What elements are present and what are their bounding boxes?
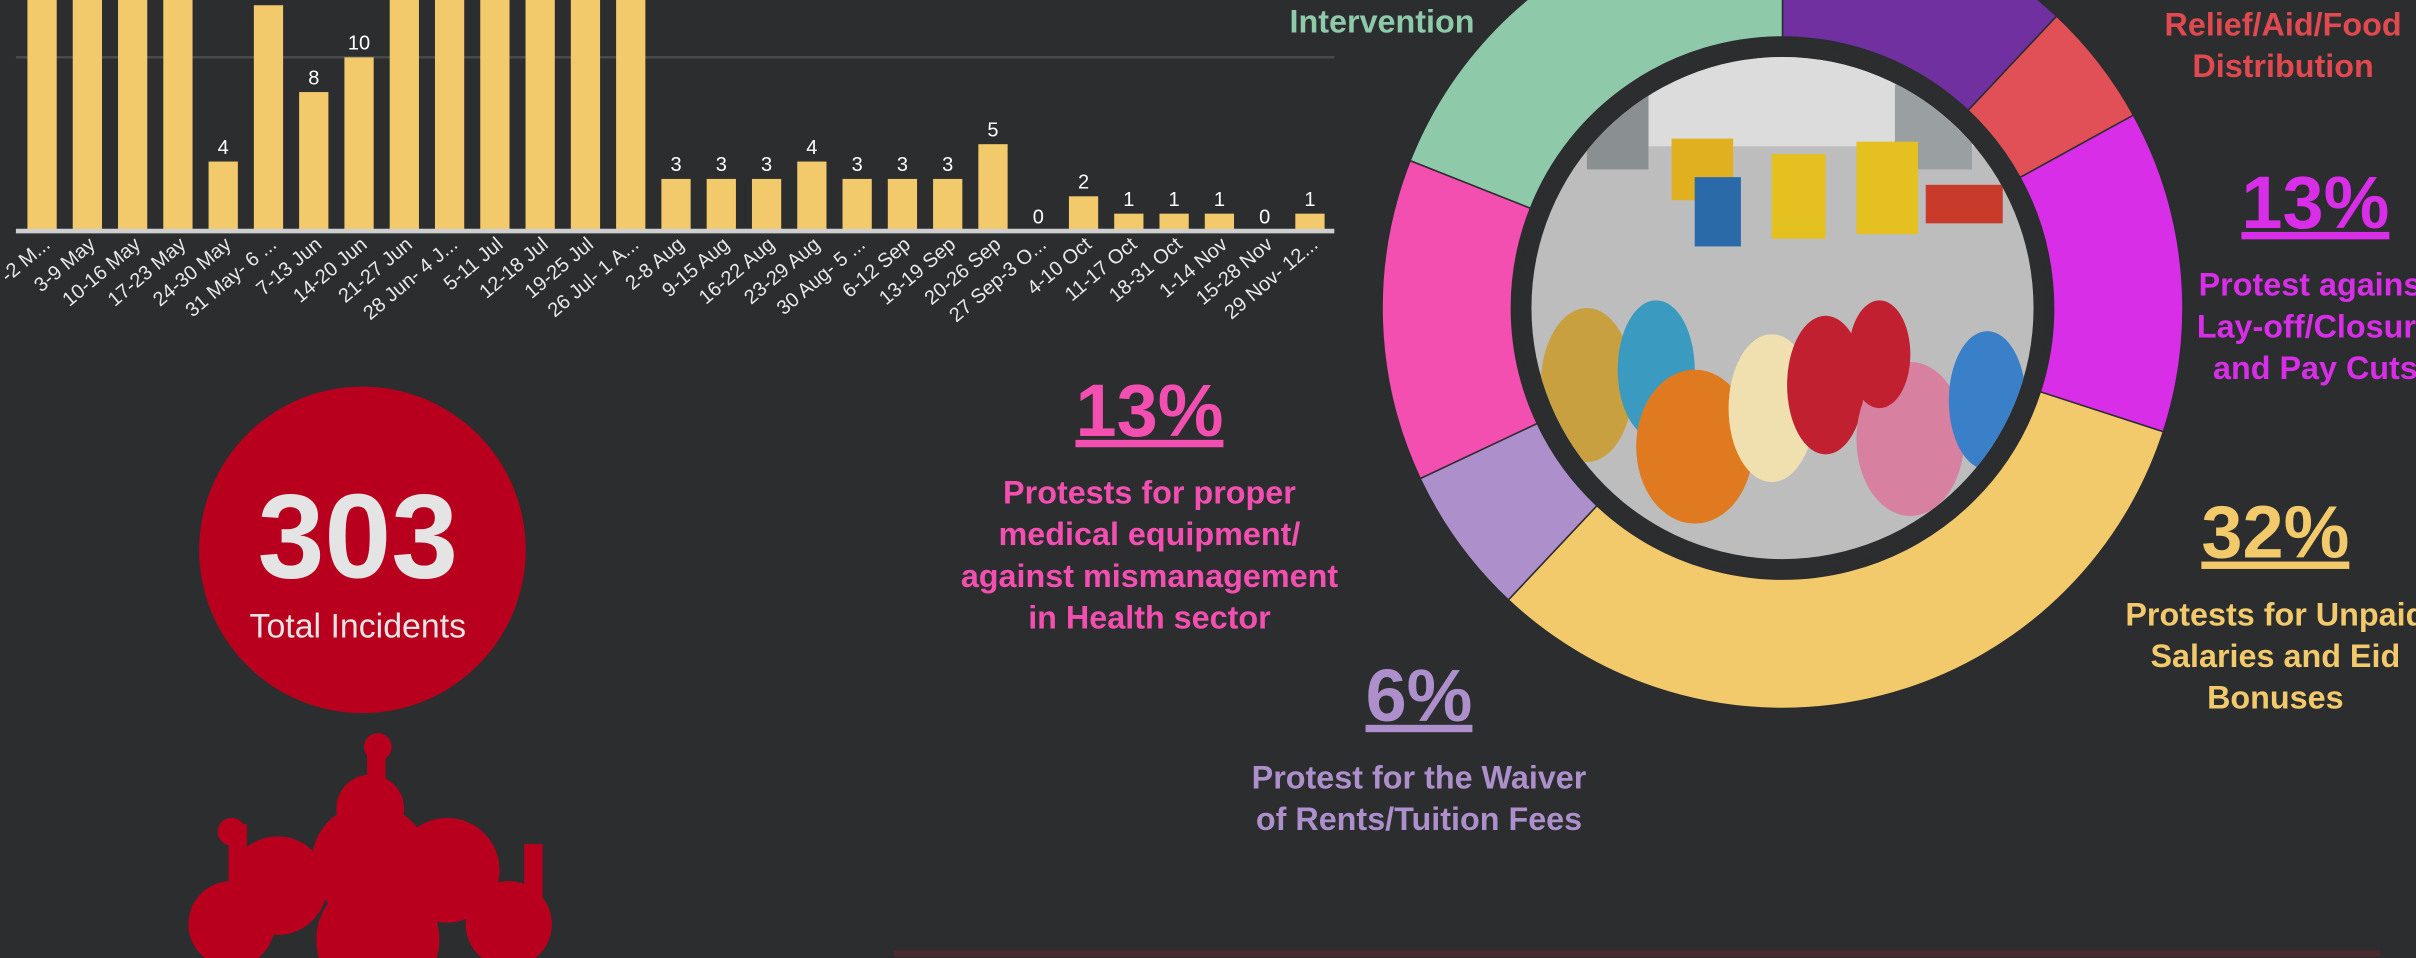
slice-label: of Rents/Tuition Fees bbox=[1256, 801, 1582, 837]
bar bbox=[797, 162, 826, 231]
data-label: 1 bbox=[1304, 189, 1315, 211]
bar bbox=[1069, 196, 1098, 231]
bar bbox=[390, 0, 419, 231]
slice-label: and Pay Cuts bbox=[2213, 350, 2416, 386]
donut-slice bbox=[1382, 161, 1537, 479]
bar bbox=[571, 0, 600, 231]
bar bbox=[27, 0, 56, 231]
slice-label: Protest for the Waiver bbox=[1252, 760, 1587, 796]
bar bbox=[118, 0, 147, 231]
bar bbox=[435, 0, 464, 231]
slice-label: Intervention bbox=[1290, 3, 1475, 39]
slice-label: Salaries and Eid bbox=[2150, 638, 2400, 674]
stat-value: 303 bbox=[258, 470, 458, 604]
slice-percent: 6% bbox=[1366, 654, 1473, 737]
stat-label: Total Incidents bbox=[250, 608, 467, 646]
data-label: 4 bbox=[806, 137, 817, 159]
data-label: 3 bbox=[942, 154, 953, 176]
slice-label: Distribution bbox=[2192, 48, 2373, 84]
infographic: 20-2 M...203-9 May2010-16 May2017-23 May… bbox=[0, 0, 2416, 958]
bar bbox=[888, 179, 917, 231]
data-label: 13 bbox=[257, 0, 279, 3]
bar bbox=[843, 179, 872, 231]
bar bbox=[254, 5, 283, 231]
bar bbox=[1205, 214, 1234, 231]
bar bbox=[978, 144, 1007, 231]
bar bbox=[526, 0, 555, 231]
slice-label: medical equipment/ bbox=[999, 516, 1301, 552]
data-label: 4 bbox=[218, 137, 229, 159]
slice-percent: 32% bbox=[2201, 491, 2349, 574]
slice-label: Protests for Unpaid bbox=[2125, 596, 2416, 632]
bar bbox=[1114, 214, 1143, 231]
bar bbox=[933, 179, 962, 231]
protest-icon bbox=[188, 733, 551, 958]
bar bbox=[1295, 214, 1324, 231]
slice-label: Relief/Aid/Food bbox=[2165, 6, 2402, 42]
bar bbox=[163, 0, 192, 231]
bar bbox=[661, 179, 690, 231]
slice-label: Protests for proper bbox=[1003, 475, 1296, 511]
slice-percent: 13% bbox=[2241, 161, 2389, 244]
bar bbox=[616, 0, 645, 231]
slice-percent: 13% bbox=[1076, 369, 1224, 452]
data-label: 5 bbox=[987, 119, 998, 141]
data-label: 1 bbox=[1214, 189, 1225, 211]
data-label: 1 bbox=[1169, 189, 1180, 211]
bar bbox=[752, 179, 781, 231]
data-label: 0 bbox=[1259, 206, 1270, 228]
slice-label: Lay-off/Closure bbox=[2197, 308, 2416, 344]
bar bbox=[73, 0, 102, 231]
slice-label: Bonuses bbox=[2207, 679, 2344, 715]
bar bbox=[209, 162, 238, 231]
data-label: 10 bbox=[348, 33, 370, 55]
bar bbox=[299, 92, 328, 231]
data-label: 3 bbox=[761, 154, 772, 176]
bar bbox=[480, 0, 509, 231]
data-label: 2 bbox=[1078, 172, 1089, 194]
data-label: 3 bbox=[852, 154, 863, 176]
bar bbox=[707, 179, 736, 231]
data-label: 3 bbox=[716, 154, 727, 176]
slice-label: in Health sector bbox=[1028, 599, 1271, 635]
bar bbox=[1159, 214, 1188, 231]
slice-label: Protest against bbox=[2199, 267, 2416, 303]
page: {"chart_data": [ {"type": "bar", "catego… bbox=[0, 0, 2416, 958]
data-label: 1 bbox=[1123, 189, 1134, 211]
data-label: 8 bbox=[308, 67, 319, 89]
data-label: 0 bbox=[1033, 206, 1044, 228]
bar bbox=[344, 57, 373, 231]
data-label: 3 bbox=[897, 154, 908, 176]
slice-label: against mismanagement bbox=[961, 558, 1339, 594]
data-label: 3 bbox=[670, 154, 681, 176]
